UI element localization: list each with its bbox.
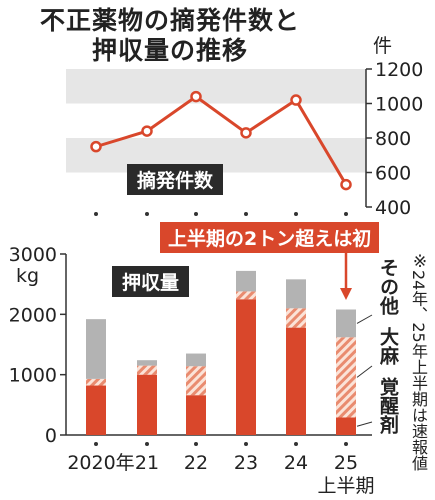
- bar-x-label: 2020年: [67, 452, 134, 474]
- bar-y-tick-label: 1000: [9, 365, 57, 387]
- bar-x-tick-dot: [244, 442, 248, 446]
- separator-dot: [294, 212, 298, 216]
- bar-segment-stimulants: [336, 417, 356, 435]
- bar-segment-other: [186, 353, 206, 367]
- grid-band-0: [66, 69, 366, 104]
- bar-segment-cannabis: [186, 366, 206, 396]
- bar-y-tick-label: 3000: [9, 244, 57, 266]
- bar-x-label: 24: [284, 452, 308, 474]
- bar-x-label: 23: [234, 452, 258, 474]
- bar-segment-cannabis: [336, 337, 356, 418]
- footnote-mark: ※: [410, 252, 430, 272]
- bar-x-label: 25: [334, 452, 358, 474]
- legend-leader-other: [356, 314, 373, 324]
- bar-x-tick-dot: [145, 442, 149, 446]
- bar-y-tick-label: 0: [45, 425, 57, 447]
- legend-stimulants: 覚醒剤: [377, 377, 399, 434]
- annotation-arrowhead: [340, 288, 352, 300]
- case-count-line: [95, 94, 348, 186]
- bar-x-label: 22: [184, 452, 208, 474]
- bar-segment-stimulants: [286, 327, 306, 435]
- bar-segment-other: [137, 360, 157, 366]
- legend-other: その他: [377, 258, 399, 315]
- bar-x-tick-dot: [344, 442, 348, 446]
- chart-title-line1: 不正薬物の摘発件数と: [39, 6, 300, 35]
- bar-x-tick-dot: [294, 442, 298, 446]
- separator-dot: [194, 212, 198, 216]
- case-count-point: [190, 90, 202, 103]
- case-count-point: [240, 127, 252, 139]
- bar-segment-other: [336, 309, 356, 338]
- line-unit-label: 件: [373, 35, 392, 57]
- line-y-tick-label: 600: [375, 163, 411, 185]
- case-count-point: [90, 140, 102, 153]
- bar-segment-cannabis: [286, 308, 306, 328]
- line-y-tick-label: 1000: [375, 94, 423, 116]
- bar-segment-other: [86, 319, 106, 379]
- bar-x-label: 21: [135, 452, 159, 474]
- bar-segment-cannabis: [137, 365, 157, 375]
- footnote-text: 24年、25年上半期は速報値: [409, 270, 428, 471]
- separator-dot: [145, 212, 149, 216]
- bar-segment-stimulants: [186, 395, 206, 435]
- bar-unit-label: kg: [16, 265, 39, 287]
- bar-x-sublabel: 上半期: [317, 475, 374, 497]
- separator-dot: [244, 212, 248, 216]
- case-count-label: 摘発件数: [127, 164, 224, 195]
- annotation-box: 上半期の2トン超えは初: [160, 222, 380, 253]
- line-y-tick-label: 400: [375, 197, 411, 219]
- legend-leader-cannabis: [356, 365, 373, 378]
- bar-x-tick-dot: [94, 442, 98, 446]
- case-count-point: [290, 94, 302, 106]
- legend-leader-stimulants: [356, 421, 373, 427]
- bar-segment-other: [236, 270, 256, 292]
- case-count-point: [340, 178, 352, 191]
- bar-segment-stimulants: [137, 374, 157, 435]
- bar-y-tick-label: 2000: [9, 304, 57, 326]
- line-y-tick-label: 1200: [375, 59, 423, 81]
- bar-segment-cannabis: [86, 378, 106, 386]
- bar-segment-stimulants: [236, 299, 256, 435]
- bar-segment-stimulants: [86, 385, 106, 435]
- chart-title-line2: 押収量の推移: [91, 36, 248, 65]
- bar-segment-cannabis: [236, 291, 256, 300]
- bar-x-tick-dot: [194, 442, 198, 446]
- bar-segment-other: [286, 279, 306, 309]
- case-count-point: [141, 125, 153, 137]
- line-y-tick-label: 800: [375, 128, 411, 150]
- seizure-volume-label: 押収量: [112, 266, 190, 297]
- separator-dot: [94, 212, 98, 216]
- separator-dot: [344, 212, 348, 216]
- legend-cannabis: 大麻: [377, 327, 399, 365]
